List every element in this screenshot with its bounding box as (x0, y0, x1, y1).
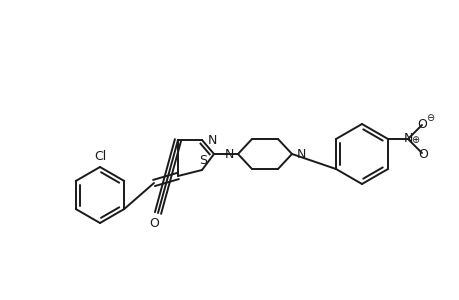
Text: N: N (207, 134, 216, 148)
Text: O: O (149, 218, 159, 230)
Text: O: O (416, 118, 426, 131)
Text: S: S (199, 154, 207, 166)
Text: ⊕: ⊕ (410, 135, 418, 145)
Text: N: N (403, 133, 412, 146)
Text: N: N (296, 148, 305, 160)
Text: Cl: Cl (94, 149, 106, 163)
Text: ⊖: ⊖ (425, 113, 433, 123)
Text: O: O (417, 148, 427, 160)
Text: N: N (224, 148, 233, 160)
